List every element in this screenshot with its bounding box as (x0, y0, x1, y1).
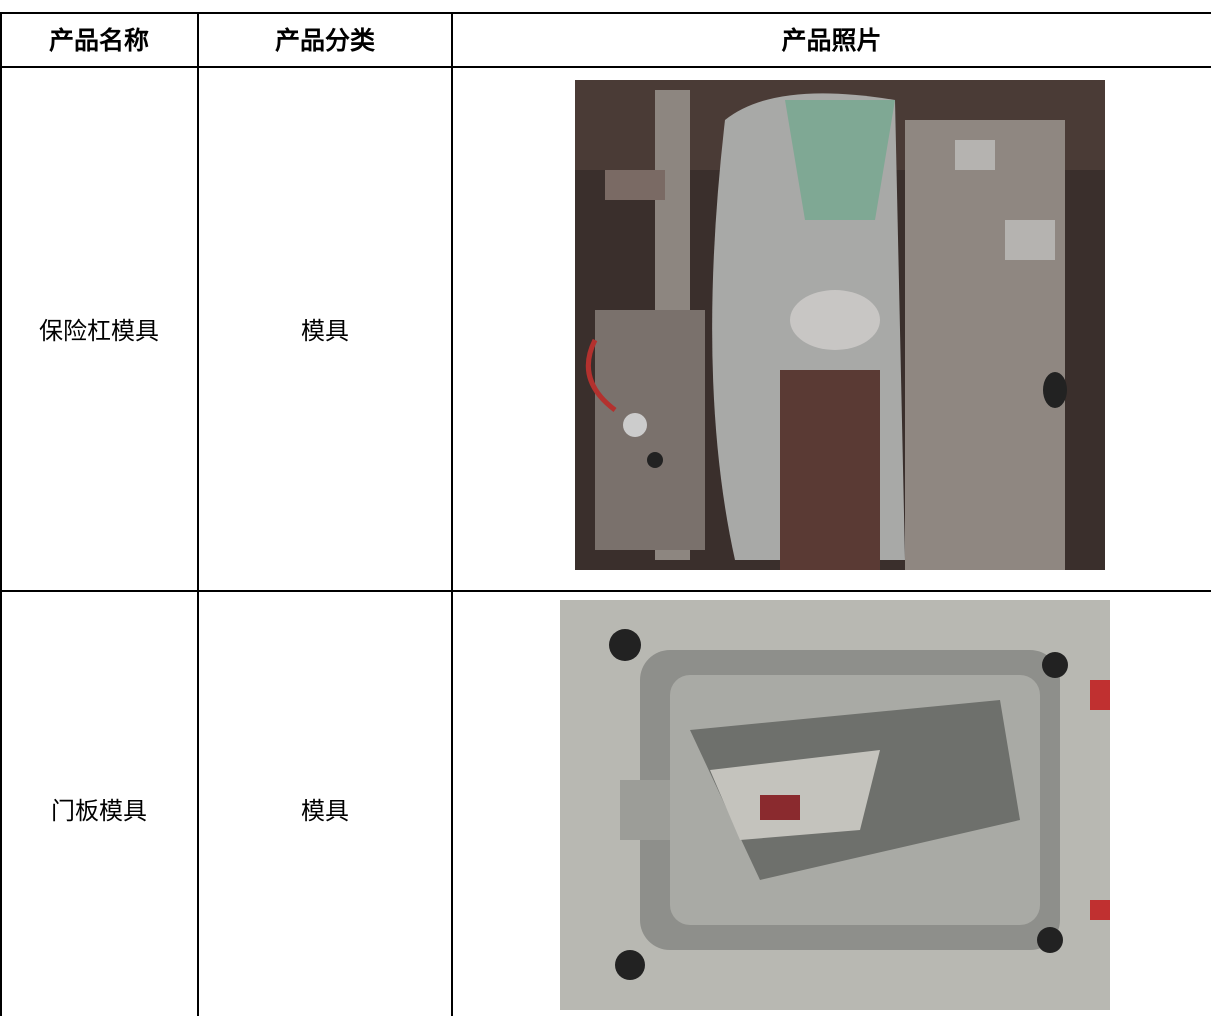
header-cell: 产品名称 (48, 26, 149, 55)
table-border (0, 12, 1211, 14)
product-category: 模具 (301, 796, 349, 825)
product-photo (560, 600, 1110, 1010)
product-photo (575, 80, 1105, 570)
product-name: 保险杠模具 (39, 316, 159, 345)
product-category: 模具 (301, 316, 349, 345)
header-cell: 产品分类 (274, 26, 375, 55)
table-border (451, 12, 453, 1016)
table-border (197, 12, 199, 1016)
table-border (0, 12, 2, 1016)
table-border (0, 66, 1211, 68)
header-cell: 产品照片 (781, 26, 882, 55)
table-border (0, 590, 1211, 592)
product-name: 门板模具 (51, 796, 147, 825)
